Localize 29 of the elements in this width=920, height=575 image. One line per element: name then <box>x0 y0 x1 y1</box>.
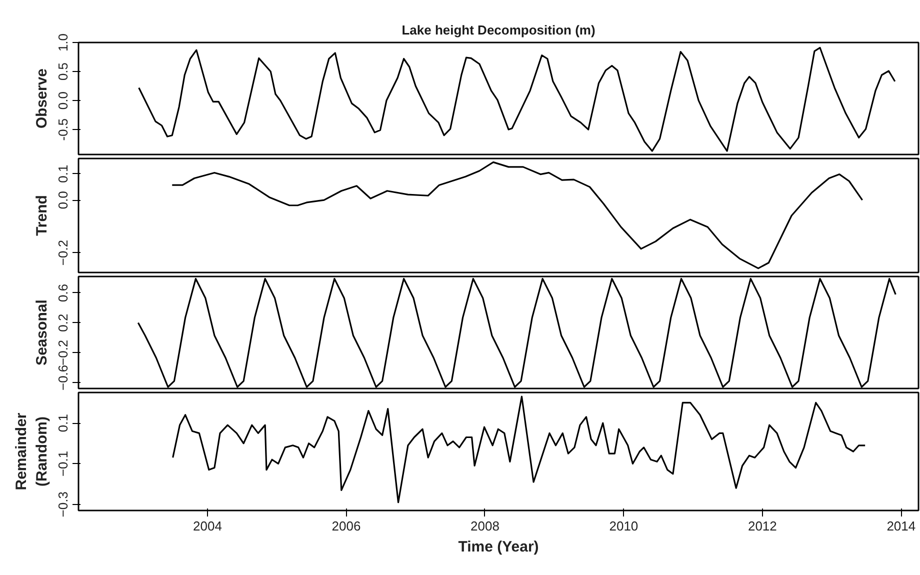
x-tick-label: 2008 <box>470 518 500 534</box>
y-axis-title: Trend <box>34 195 50 236</box>
chart-title: Lake height Decomposition (m) <box>402 22 596 38</box>
line-series <box>171 161 864 270</box>
x-tick-label: 2014 <box>886 518 916 534</box>
y-tick-label: 0.5 <box>56 62 70 81</box>
y-tick-label: 0.1 <box>56 414 70 432</box>
y-axis-title: Remainder (Random) <box>13 412 50 490</box>
y-tick-label: −0.1 <box>56 450 70 477</box>
y-tick-label: 0.6 <box>56 284 70 302</box>
y-tick-label: −0.2 <box>56 340 70 366</box>
y-tick-label: −0.3 <box>56 492 70 518</box>
y-tick-label: −0.6 <box>56 364 70 390</box>
y-tick-label: -0.5 <box>56 118 70 141</box>
x-axis-title: Time (Year) <box>458 538 539 556</box>
y-tick-label: 0.0 <box>56 91 70 110</box>
line-series <box>172 396 866 504</box>
x-tick-label: 2010 <box>609 518 638 534</box>
x-tick-label: 2004 <box>193 518 222 534</box>
x-tick-label: 2006 <box>332 518 361 534</box>
y-tick-label: 0.1 <box>56 164 70 183</box>
y-tick-label: 1.0 <box>56 33 70 52</box>
y-axis-title: Observe <box>34 68 50 129</box>
y-axis-title: Seasonal <box>34 300 50 366</box>
y-tick-label: 0.2 <box>56 314 70 332</box>
y-tick-label: −0.2 <box>56 240 70 266</box>
x-tick-label: 2012 <box>748 518 777 534</box>
line-series <box>138 46 896 152</box>
y-tick-label: 0.0 <box>56 191 70 210</box>
